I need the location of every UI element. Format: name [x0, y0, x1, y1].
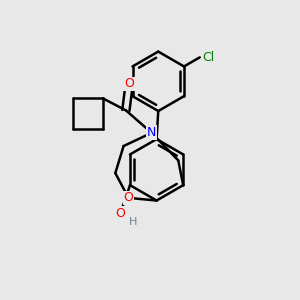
Text: O: O — [115, 207, 125, 220]
Text: Cl: Cl — [202, 51, 214, 64]
Text: O: O — [124, 77, 134, 91]
Text: O: O — [124, 191, 134, 204]
Text: N: N — [147, 126, 156, 139]
Text: H: H — [128, 218, 137, 227]
